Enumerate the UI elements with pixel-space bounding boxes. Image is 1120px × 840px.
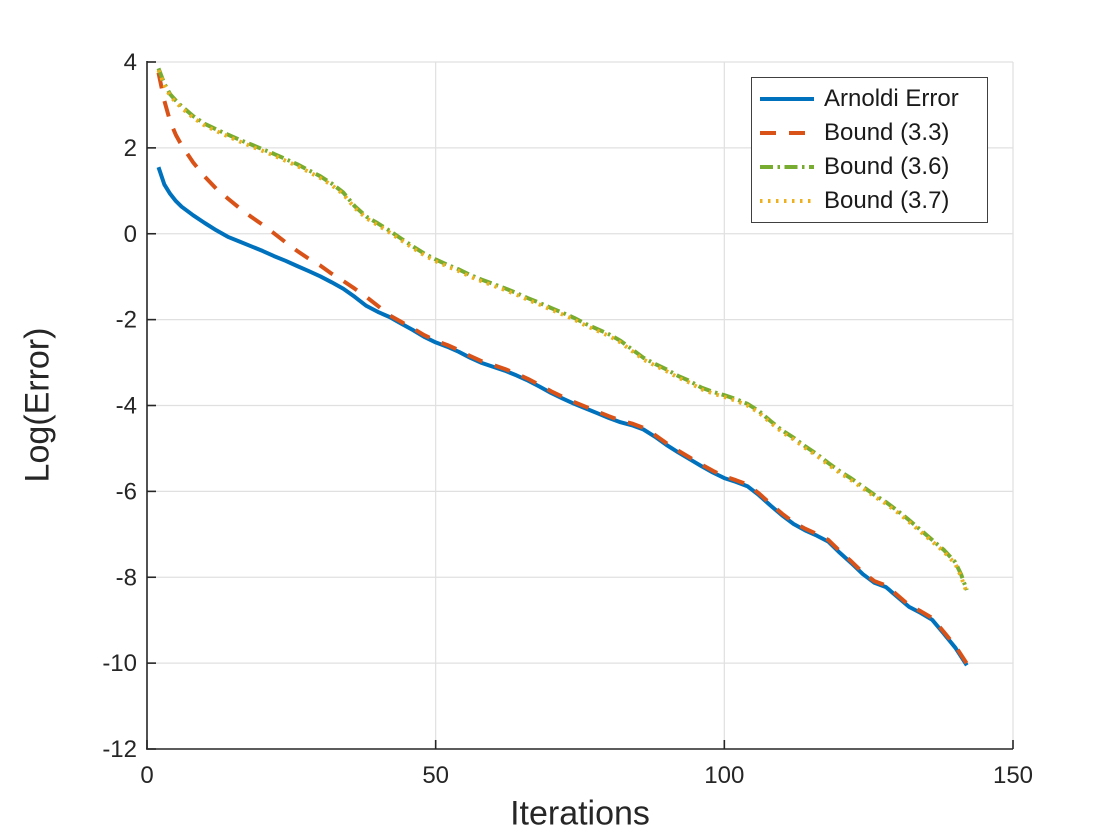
y-tick-label: -2 <box>116 307 137 334</box>
x-tick-label: 100 <box>704 762 744 789</box>
y-tick-label: 0 <box>124 221 137 248</box>
y-tick-label: -6 <box>116 478 137 505</box>
y-tick-label: -8 <box>116 564 137 591</box>
legend: Arnoldi Error Bound (3.3) Bound (3.6) Bo… <box>751 77 988 223</box>
legend-label-arnoldi-error: Arnoldi Error <box>824 85 959 112</box>
y-tick-label: -10 <box>102 650 137 677</box>
series-line-bound-3-3- <box>156 72 969 665</box>
series-line-bound-3-6- <box>156 67 969 591</box>
y-tick-label: -4 <box>116 393 137 420</box>
y-axis-label: Log(Error) <box>18 327 57 483</box>
legend-item-bound-3-6: Bound (3.6) <box>759 151 987 184</box>
x-tick-labels: 0 50 100 150 <box>140 762 1033 789</box>
legend-line-sample-bound-3-6 <box>760 165 814 169</box>
x-tick-label: 150 <box>993 762 1033 789</box>
legend-line-sample-bound-3-7 <box>760 199 814 203</box>
legend-label-bound-3-7: Bound (3.7) <box>824 187 950 214</box>
legend-line-sample-bound-3-3 <box>760 131 814 135</box>
x-tick-label: 50 <box>422 762 449 789</box>
y-tick-labels: -12 -10 -8 -6 -4 -2 0 2 4 <box>102 49 137 763</box>
legend-label-bound-3-6: Bound (3.6) <box>824 153 950 180</box>
legend-item-bound-3-7: Bound (3.7) <box>759 185 987 218</box>
series-line-bound-3-7- <box>156 69 969 594</box>
x-axis-label: Iterations <box>510 794 650 833</box>
series-lines <box>156 67 969 667</box>
y-tick-label: 4 <box>124 49 137 76</box>
legend-label-bound-3-3: Bound (3.3) <box>824 119 950 146</box>
tick-marks <box>146 61 1014 750</box>
series-line-arnoldi-error <box>156 166 969 667</box>
legend-item-bound-3-3: Bound (3.3) <box>759 117 987 150</box>
x-tick-label: 0 <box>140 762 153 789</box>
legend-line-sample-arnoldi-error <box>760 97 814 101</box>
y-tick-label: -12 <box>102 736 137 763</box>
y-tick-label: 2 <box>124 135 137 162</box>
legend-item-arnoldi-error: Arnoldi Error <box>759 83 987 116</box>
